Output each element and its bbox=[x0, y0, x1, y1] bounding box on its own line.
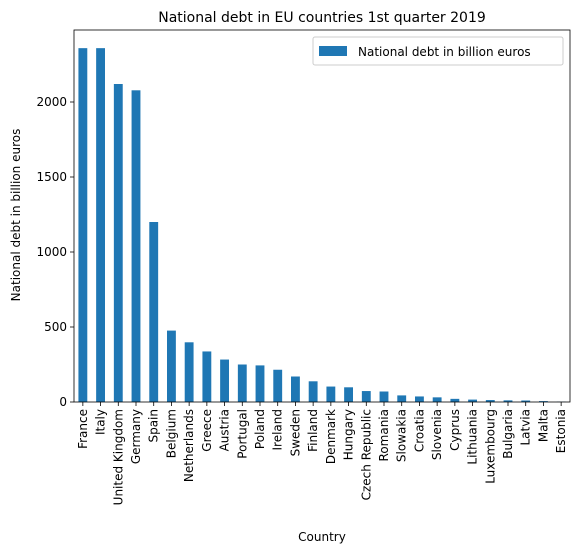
legend-label: National debt in billion euros bbox=[358, 45, 531, 59]
bar bbox=[415, 396, 424, 402]
x-tick-label: Netherlands bbox=[182, 409, 196, 482]
chart-title: National debt in EU countries 1st quarte… bbox=[158, 10, 486, 26]
x-tick-label: Hungary bbox=[342, 409, 356, 460]
bar bbox=[131, 90, 141, 403]
legend: National debt in billion euros bbox=[312, 36, 564, 66]
y-axis-title: National debt in billion euros bbox=[9, 129, 23, 302]
bar bbox=[539, 401, 548, 402]
bar bbox=[468, 399, 477, 402]
x-tick-label: Croatia bbox=[412, 409, 426, 452]
bar bbox=[432, 397, 442, 402]
x-tick-label: Spain bbox=[147, 409, 161, 443]
x-tick-label: Austria bbox=[218, 409, 232, 451]
x-tick-label: Romania bbox=[377, 409, 391, 461]
y-tick-label: 2000 bbox=[36, 95, 67, 109]
bar bbox=[96, 48, 105, 403]
bar bbox=[485, 400, 495, 402]
x-tick-label: Cyprus bbox=[448, 409, 462, 451]
bar bbox=[308, 381, 318, 402]
x-tick-label: Bulgaria bbox=[501, 409, 515, 459]
bar bbox=[361, 391, 371, 402]
x-tick-label: Sweden bbox=[288, 409, 302, 456]
x-tick-label: Czech Republic bbox=[359, 409, 373, 500]
bar bbox=[521, 400, 531, 402]
x-tick-label: Ireland bbox=[271, 409, 285, 451]
bar bbox=[113, 84, 123, 402]
x-tick-label: Portugal bbox=[235, 409, 249, 459]
bar bbox=[220, 359, 229, 402]
bar bbox=[167, 330, 176, 402]
x-tick-label: Luxembourg bbox=[483, 409, 497, 484]
plot-frame bbox=[73, 29, 571, 403]
y-axis-ticks: 0 500 1000 1500 2000 bbox=[36, 95, 74, 409]
x-tick-label: Belgium bbox=[164, 409, 178, 458]
bar bbox=[291, 376, 300, 402]
x-tick-label: Slowakia bbox=[395, 409, 409, 462]
x-tick-label: Poland bbox=[253, 409, 267, 449]
bar bbox=[503, 400, 513, 402]
x-tick-label: Malta bbox=[536, 409, 550, 442]
x-tick-label: Estonia bbox=[554, 409, 568, 453]
x-tick-label: Finland bbox=[306, 409, 320, 452]
bar bbox=[237, 364, 247, 402]
x-tick-label: Italy bbox=[94, 409, 108, 435]
x-axis-ticks: France Italy United Kingdom Germany Spain Bel… bbox=[76, 402, 568, 505]
x-tick-label: Greece bbox=[200, 409, 214, 452]
x-tick-label: Germany bbox=[129, 409, 143, 464]
y-tick-label: 0 bbox=[59, 395, 67, 409]
bar bbox=[202, 351, 212, 402]
y-tick-label: 1000 bbox=[36, 245, 67, 259]
x-tick-label: Slovenia bbox=[430, 409, 444, 460]
y-tick-label: 1500 bbox=[36, 170, 67, 184]
bar bbox=[326, 386, 336, 402]
y-tick-label: 500 bbox=[44, 320, 67, 334]
legend-swatch bbox=[319, 46, 347, 56]
bar bbox=[149, 222, 159, 402]
x-tick-label: United Kingdom bbox=[111, 409, 125, 505]
bar bbox=[255, 365, 265, 402]
x-tick-label: France bbox=[76, 409, 90, 449]
x-axis-title: Country bbox=[298, 530, 346, 544]
legend-box bbox=[312, 36, 564, 66]
bar bbox=[184, 342, 194, 402]
x-tick-label: Denmark bbox=[324, 409, 338, 464]
bar bbox=[450, 398, 460, 402]
bar bbox=[379, 391, 389, 402]
bars bbox=[78, 48, 566, 403]
bar bbox=[344, 387, 353, 402]
x-tick-label: Lithuania bbox=[466, 409, 480, 465]
x-tick-label: Latvia bbox=[519, 409, 533, 446]
bar bbox=[78, 48, 88, 403]
bar bbox=[273, 369, 283, 402]
bar bbox=[397, 395, 407, 402]
